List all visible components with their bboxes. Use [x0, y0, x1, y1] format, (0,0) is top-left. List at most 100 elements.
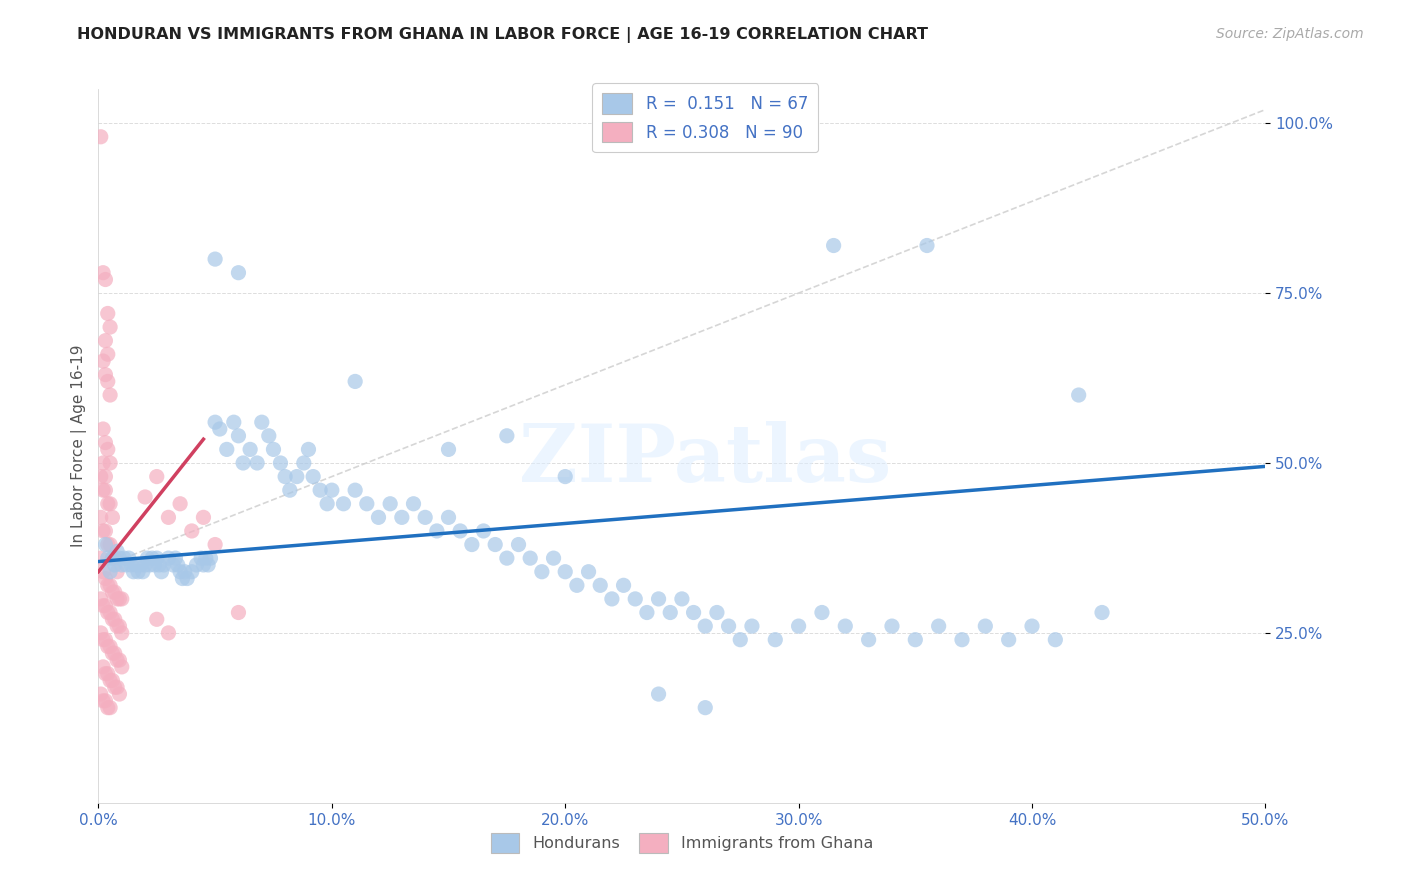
Point — [787, 619, 810, 633]
Point — [332, 497, 354, 511]
Point — [146, 469, 169, 483]
Point — [104, 680, 127, 694]
Point — [682, 606, 704, 620]
Point — [437, 510, 460, 524]
Point — [90, 510, 112, 524]
Y-axis label: In Labor Force | Age 16-19: In Labor Force | Age 16-19 — [72, 344, 87, 548]
Point — [148, 558, 170, 572]
Point — [730, 632, 752, 647]
Point — [472, 524, 495, 538]
Point — [97, 375, 120, 389]
Point — [176, 572, 198, 586]
Point — [180, 524, 202, 538]
Point — [139, 558, 162, 572]
Point — [101, 585, 124, 599]
Point — [636, 606, 658, 620]
Point — [94, 368, 117, 382]
Point — [1091, 606, 1114, 620]
Point — [91, 694, 114, 708]
Point — [193, 510, 215, 524]
Point — [157, 510, 180, 524]
Point — [278, 483, 301, 498]
Point — [717, 619, 740, 633]
Point — [134, 490, 156, 504]
Point — [834, 619, 856, 633]
Text: ZIPatlas: ZIPatlas — [519, 421, 891, 500]
Point — [285, 469, 308, 483]
Point — [309, 483, 332, 498]
Point — [94, 524, 117, 538]
Point — [811, 606, 834, 620]
Point — [166, 558, 188, 572]
Point — [974, 619, 997, 633]
Point — [426, 524, 449, 538]
Point — [530, 565, 553, 579]
Point — [228, 429, 250, 443]
Point — [950, 632, 973, 647]
Point — [200, 551, 222, 566]
Point — [143, 558, 166, 572]
Point — [91, 483, 114, 498]
Point — [391, 510, 413, 524]
Point — [105, 591, 128, 606]
Point — [173, 565, 195, 579]
Point — [104, 646, 127, 660]
Point — [98, 700, 121, 714]
Point — [380, 497, 402, 511]
Point — [94, 272, 117, 286]
Point — [297, 442, 319, 457]
Point — [246, 456, 269, 470]
Point — [101, 612, 124, 626]
Point — [122, 565, 145, 579]
Point — [94, 599, 117, 613]
Point — [215, 442, 238, 457]
Point — [904, 632, 927, 647]
Point — [228, 606, 250, 620]
Point — [105, 544, 128, 558]
Point — [97, 578, 120, 592]
Point — [413, 510, 436, 524]
Point — [101, 673, 124, 688]
Point — [97, 700, 120, 714]
Point — [104, 558, 127, 572]
Point — [112, 551, 135, 566]
Point — [519, 551, 541, 566]
Point — [706, 606, 728, 620]
Point — [91, 565, 114, 579]
Point — [613, 578, 636, 592]
Point — [344, 483, 367, 498]
Point — [105, 565, 128, 579]
Point — [91, 599, 114, 613]
Point — [127, 565, 149, 579]
Point — [823, 238, 845, 252]
Point — [190, 551, 212, 566]
Point — [98, 578, 121, 592]
Point — [250, 415, 273, 429]
Point — [186, 558, 208, 572]
Point — [105, 653, 128, 667]
Point — [997, 632, 1019, 647]
Point — [115, 558, 138, 572]
Point — [880, 619, 903, 633]
Point — [120, 558, 142, 572]
Point — [94, 666, 117, 681]
Point — [1067, 388, 1090, 402]
Point — [647, 591, 669, 606]
Point — [554, 469, 576, 483]
Point — [94, 694, 117, 708]
Point — [91, 266, 114, 280]
Point — [141, 551, 163, 566]
Point — [105, 619, 128, 633]
Point — [204, 415, 226, 429]
Point — [90, 551, 112, 566]
Point — [91, 354, 114, 368]
Point — [134, 558, 156, 572]
Point — [97, 537, 120, 551]
Point — [193, 558, 215, 572]
Point — [97, 666, 120, 681]
Point — [108, 591, 131, 606]
Point — [496, 551, 519, 566]
Point — [554, 565, 576, 579]
Point — [1045, 632, 1067, 647]
Point — [292, 456, 315, 470]
